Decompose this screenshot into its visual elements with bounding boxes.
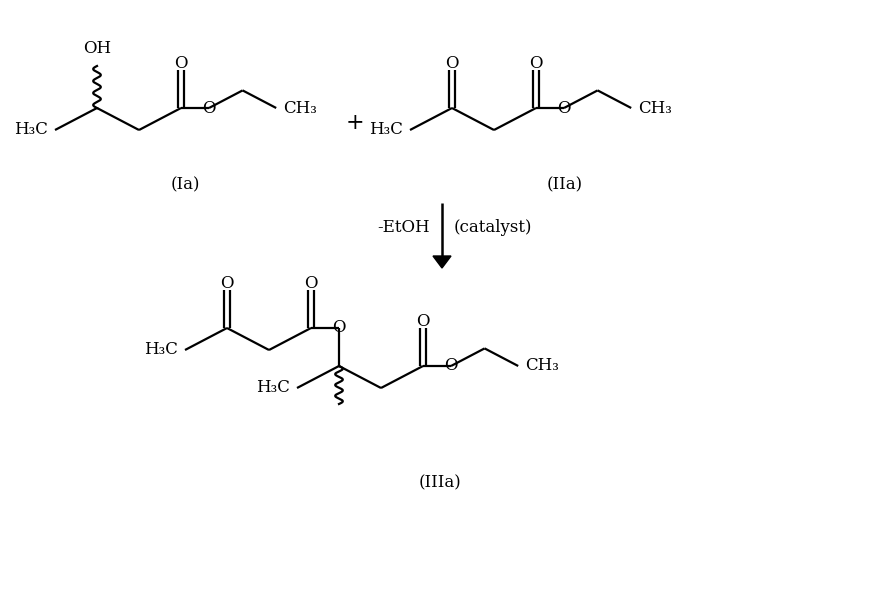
Text: +: + bbox=[346, 112, 364, 134]
Text: (catalyst): (catalyst) bbox=[454, 219, 532, 236]
Text: (IIIa): (IIIa) bbox=[419, 474, 461, 492]
Polygon shape bbox=[433, 256, 451, 268]
Text: O: O bbox=[446, 56, 459, 72]
Text: O: O bbox=[416, 313, 430, 331]
Text: H₃C: H₃C bbox=[256, 380, 290, 396]
Text: O: O bbox=[304, 276, 317, 292]
Text: O: O bbox=[202, 99, 216, 117]
Text: O: O bbox=[220, 276, 233, 292]
Text: OH: OH bbox=[83, 39, 111, 56]
Text: H₃C: H₃C bbox=[370, 121, 403, 139]
Text: O: O bbox=[530, 56, 543, 72]
Text: CH₃: CH₃ bbox=[638, 99, 672, 117]
Text: (IIa): (IIa) bbox=[547, 176, 583, 194]
Text: O: O bbox=[445, 358, 458, 374]
Text: O: O bbox=[332, 319, 346, 337]
Text: O: O bbox=[174, 56, 187, 72]
Text: CH₃: CH₃ bbox=[283, 99, 317, 117]
Text: (Ia): (Ia) bbox=[171, 176, 200, 194]
Text: -EtOH: -EtOH bbox=[377, 219, 430, 236]
Text: H₃C: H₃C bbox=[14, 121, 48, 139]
Text: O: O bbox=[557, 99, 571, 117]
Text: CH₃: CH₃ bbox=[525, 358, 559, 374]
Text: H₃C: H₃C bbox=[144, 341, 178, 358]
